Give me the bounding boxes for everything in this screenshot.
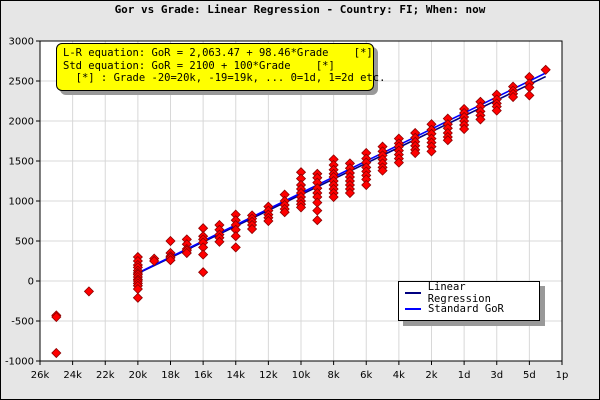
data-point bbox=[377, 165, 388, 176]
y-tick-label: 2500 bbox=[9, 77, 34, 88]
data-point bbox=[198, 249, 209, 260]
data-point bbox=[328, 191, 339, 203]
x-tick-label: 22k bbox=[96, 370, 115, 381]
legend-label: Standard GoR bbox=[428, 303, 504, 315]
y-tick-label: -500 bbox=[11, 317, 34, 328]
data-point bbox=[230, 231, 241, 242]
x-tick-label: 1d bbox=[458, 370, 471, 381]
y-tick-label: 1500 bbox=[9, 157, 34, 168]
equation-annotation-box: L-R equation: GoR = 2,063.47 + 98.46*Gra… bbox=[56, 43, 386, 91]
y-tick-label: -1000 bbox=[5, 357, 34, 368]
grade-note-text: [*] : Grade -20=20k, -19=19k, ... 0=1d, … bbox=[63, 72, 386, 84]
data-point bbox=[263, 215, 274, 227]
x-tick-label: 24k bbox=[63, 370, 82, 381]
data-point bbox=[426, 146, 437, 157]
legend-swatch-linear-regression bbox=[405, 292, 421, 294]
data-point bbox=[361, 179, 372, 191]
data-point bbox=[279, 207, 290, 218]
data-point bbox=[295, 202, 307, 213]
x-tick-label: 4k bbox=[393, 370, 405, 381]
data-point bbox=[393, 157, 404, 168]
y-tick-label: 1000 bbox=[9, 197, 34, 208]
lr-equation-text: L-R equation: GoR = 2,063.47 + 98.46*Gra… bbox=[63, 47, 373, 59]
x-tick-label: 12k bbox=[259, 370, 278, 381]
data-point bbox=[51, 347, 62, 359]
data-point bbox=[181, 247, 192, 259]
data-point bbox=[312, 205, 323, 216]
y-axis-ticks: -1000 -500 0 500 1000 1500 2000 2500 3000 bbox=[5, 37, 40, 368]
data-point bbox=[540, 64, 551, 75]
data-point bbox=[51, 311, 62, 323]
x-tick-label: 26k bbox=[31, 370, 50, 381]
data-point bbox=[83, 286, 95, 297]
data-point bbox=[410, 147, 421, 159]
std-equation-text: Std equation: GoR = 2100 + 100*Grade [*] bbox=[63, 59, 335, 72]
data-point bbox=[344, 187, 356, 199]
x-tick-label: 6k bbox=[360, 370, 372, 381]
data-point bbox=[246, 223, 258, 235]
chart-title: Gor vs Grade: Linear Regression - Countr… bbox=[114, 3, 486, 16]
legend-label: Linear Regression bbox=[427, 281, 491, 305]
y-tick-label: 0 bbox=[28, 277, 34, 288]
data-points bbox=[51, 64, 551, 359]
data-point bbox=[442, 135, 453, 146]
data-point bbox=[491, 105, 502, 116]
x-tick-label: 14k bbox=[226, 370, 245, 381]
data-point bbox=[214, 236, 225, 247]
data-point bbox=[459, 123, 470, 135]
data-point bbox=[524, 90, 535, 101]
data-point bbox=[165, 255, 176, 266]
x-tick-label: 10k bbox=[292, 370, 311, 381]
y-tick-label: 500 bbox=[15, 237, 34, 248]
data-point bbox=[165, 235, 176, 247]
x-tick-label: 5d bbox=[523, 370, 536, 381]
y-tick-label: 2000 bbox=[9, 117, 34, 128]
data-point bbox=[230, 242, 241, 253]
y-tick-label: 3000 bbox=[9, 37, 34, 48]
data-point bbox=[132, 292, 143, 303]
x-tick-label: 2k bbox=[425, 370, 437, 381]
x-tick-label: 1p bbox=[556, 370, 569, 381]
x-tick-label: 20k bbox=[129, 370, 148, 381]
x-tick-label: 18k bbox=[161, 370, 180, 381]
x-tick-label: 8k bbox=[328, 370, 340, 381]
x-tick-label: 16k bbox=[194, 370, 213, 381]
legend: Linear Regression Standard GoR bbox=[398, 281, 540, 321]
x-tick-label: 3d bbox=[490, 370, 503, 381]
legend-item-standard-gor: Standard GoR bbox=[405, 301, 533, 317]
legend-item-linear-regression: Linear Regression bbox=[405, 281, 533, 305]
data-point bbox=[198, 267, 209, 278]
x-axis-ticks: 26k 24k 22k 20k 18k 16k 14k 12k 10k 8k 6k 4k 2k 1d 3d 5… bbox=[31, 361, 569, 381]
legend-swatch-standard-gor bbox=[405, 308, 421, 310]
data-point bbox=[149, 255, 160, 267]
data-point bbox=[475, 114, 486, 125]
data-point bbox=[507, 91, 519, 103]
data-point bbox=[312, 215, 323, 226]
